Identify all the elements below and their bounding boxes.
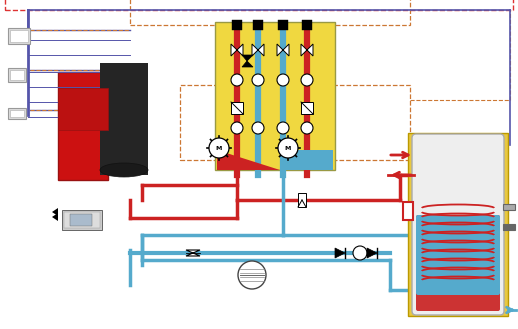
Bar: [8, 68, 26, 82]
Circle shape: [277, 122, 289, 134]
Bar: [10, 70, 24, 80]
Bar: [64, 212, 100, 228]
Bar: [231, 102, 243, 114]
Bar: [180, 85, 410, 160]
Bar: [8, 28, 30, 44]
Circle shape: [277, 74, 289, 86]
Polygon shape: [242, 55, 253, 67]
Polygon shape: [52, 213, 58, 221]
Circle shape: [278, 138, 298, 158]
Circle shape: [252, 74, 264, 86]
Bar: [10, 30, 28, 42]
Text: 1: 1: [60, 245, 68, 255]
Circle shape: [238, 261, 266, 289]
FancyBboxPatch shape: [416, 215, 500, 295]
Bar: [298, 193, 306, 207]
Bar: [62, 210, 102, 230]
Bar: [70, 214, 92, 226]
Polygon shape: [335, 248, 345, 258]
Text: froling: froling: [62, 266, 93, 274]
Bar: [100, 63, 148, 175]
Polygon shape: [217, 150, 280, 170]
Bar: [58, 88, 108, 130]
Circle shape: [353, 246, 367, 260]
Polygon shape: [186, 250, 200, 256]
Circle shape: [301, 122, 313, 134]
Circle shape: [231, 122, 243, 134]
FancyBboxPatch shape: [412, 134, 504, 315]
Bar: [408, 133, 508, 316]
Bar: [302, 20, 312, 30]
Ellipse shape: [100, 163, 148, 177]
Circle shape: [209, 138, 229, 158]
Bar: [10, 110, 24, 117]
FancyBboxPatch shape: [416, 215, 500, 311]
Circle shape: [252, 122, 264, 134]
Bar: [253, 20, 263, 30]
Polygon shape: [252, 44, 264, 56]
Bar: [278, 20, 288, 30]
Circle shape: [301, 74, 313, 86]
Bar: [232, 20, 242, 30]
Bar: [503, 204, 515, 210]
Polygon shape: [277, 44, 289, 56]
Bar: [130, 0, 410, 25]
Bar: [301, 102, 313, 114]
Polygon shape: [367, 248, 377, 258]
Text: M: M: [216, 145, 222, 150]
Bar: [403, 202, 413, 220]
Bar: [8, 108, 26, 119]
Polygon shape: [231, 44, 243, 56]
Bar: [5, 0, 513, 10]
Polygon shape: [280, 150, 333, 170]
Bar: [58, 72, 108, 180]
Circle shape: [231, 74, 243, 86]
Text: M: M: [285, 145, 291, 150]
Polygon shape: [52, 208, 58, 216]
Bar: [503, 224, 515, 230]
Polygon shape: [301, 44, 313, 56]
Bar: [215, 22, 335, 170]
